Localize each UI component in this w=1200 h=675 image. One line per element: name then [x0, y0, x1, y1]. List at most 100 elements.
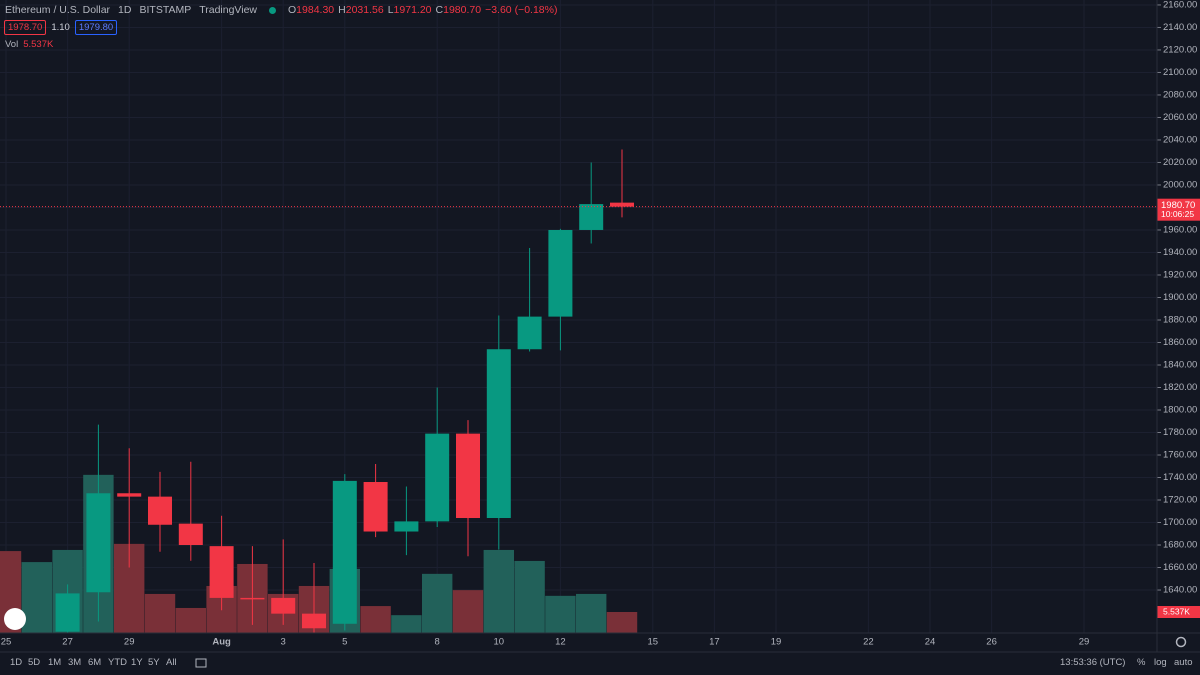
x-tick-label: 3: [281, 637, 286, 648]
y-tick-label: 2080.00: [1163, 89, 1197, 100]
y-tick-label: 2120.00: [1163, 44, 1197, 55]
auto-toggle[interactable]: auto: [1174, 657, 1193, 668]
symbol[interactable]: Ethereum / U.S. Dollar: [5, 4, 111, 16]
x-tick-label: 27: [62, 637, 73, 648]
status-dot: [269, 6, 276, 14]
x-tick-label: 26: [986, 637, 997, 648]
y-tick-label: 1940.00: [1163, 247, 1197, 258]
volume-bar: [545, 595, 576, 633]
y-tick-label: 1760.00: [1163, 450, 1197, 461]
legend-item: C1980.70: [436, 4, 482, 16]
candle-body: [178, 523, 203, 546]
header: Ethereum / U.S. Dollar 1D BITSTAMP Tradi…: [5, 4, 557, 16]
y-tick-label: 1660.00: [1163, 562, 1197, 573]
x-tick-label: 29: [124, 637, 135, 648]
interval[interactable]: 1D: [118, 4, 132, 16]
range-button[interactable]: 5Y: [148, 657, 160, 668]
y-tick-label: 2040.00: [1163, 134, 1197, 145]
spread: 1.10: [51, 22, 70, 33]
y-tick-label: 1860.00: [1163, 337, 1197, 348]
range-button[interactable]: 1D: [10, 657, 23, 668]
x-tick-label: 15: [648, 637, 659, 648]
y-tick-label: 1700.00: [1163, 517, 1197, 528]
logo: [4, 608, 26, 630]
volume-bar: [606, 612, 638, 633]
percent-toggle[interactable]: %: [1137, 657, 1146, 668]
plot: [0, 149, 638, 633]
y-tick-label: 1960.00: [1163, 224, 1197, 235]
exchange: BITSTAMP: [139, 4, 192, 16]
y-tick-label: 2020.00: [1163, 157, 1197, 168]
legend-value: 1971.20: [393, 4, 432, 16]
range-button[interactable]: 3M: [68, 657, 82, 668]
last-price-label: 1980.70: [1161, 200, 1195, 211]
candle-body: [394, 521, 419, 532]
range-button[interactable]: YTD: [108, 657, 127, 668]
candle-body: [548, 229, 573, 317]
y-tick-label: 2060.00: [1163, 112, 1197, 123]
y-tick-label: 2000.00: [1163, 179, 1197, 190]
range-button[interactable]: All: [166, 657, 177, 668]
y-tick-label: 1800.00: [1163, 405, 1197, 416]
candle-body: [332, 480, 357, 624]
x-tick-label: Aug: [212, 637, 231, 648]
legend-key: H: [338, 4, 346, 16]
range-button[interactable]: 6M: [88, 657, 102, 668]
candle-body: [86, 493, 111, 593]
range-button[interactable]: 1M: [48, 657, 62, 668]
volume-bar: [360, 606, 391, 633]
volume-legend: Vol 5.537K: [5, 39, 53, 50]
y-tick-label: 2100.00: [1163, 67, 1197, 78]
volume-bar: [144, 593, 176, 633]
candle-body: [148, 496, 172, 525]
legend-value: 1984.30: [296, 4, 335, 16]
legend-item: H2031.56: [338, 4, 384, 16]
candle-body: [517, 316, 542, 350]
y-tick-label: 1820.00: [1163, 382, 1197, 393]
x-tick-label: 10: [494, 637, 505, 648]
candle-body: [271, 597, 296, 614]
countdown: 10:06:25: [1161, 209, 1194, 219]
legend-key: O: [288, 4, 297, 16]
volume-bar: [21, 562, 52, 633]
candle-body: [425, 433, 450, 522]
candle-body: [55, 593, 80, 632]
bid[interactable]: 1978.70: [4, 20, 47, 35]
volume-key: Vol: [5, 39, 19, 50]
bid-ask: 1978.70 1.10 1979.80: [4, 20, 118, 35]
legend-item: L1971.20: [388, 4, 432, 16]
volume-tag-label: 5.537K: [1163, 606, 1190, 616]
volume-bar: [514, 560, 545, 633]
candle-body: [240, 597, 265, 600]
ohlc-legend: O1984.30 H2031.56 L1971.20 C1980.70: [288, 4, 481, 16]
ask[interactable]: 1979.80: [74, 20, 118, 35]
y-tick-label: 1900.00: [1163, 292, 1197, 303]
candle-body: [456, 433, 480, 519]
legend-item: O1984.30: [288, 4, 334, 16]
log-toggle[interactable]: log: [1154, 657, 1167, 668]
y-tick-label: 1680.00: [1163, 540, 1197, 551]
x-tick-label: 8: [435, 637, 440, 648]
range-button[interactable]: 5D: [28, 657, 41, 668]
volume-value: 5.537K: [23, 39, 54, 50]
range-button[interactable]: 1Y: [131, 657, 143, 668]
y-tick-label: 1780.00: [1163, 427, 1197, 438]
screenshot-icon: [195, 658, 207, 668]
candle-body: [209, 546, 234, 598]
y-tick-label: 2160.00: [1163, 0, 1197, 10]
candle-body: [302, 613, 326, 629]
source: TradingView: [199, 4, 257, 16]
x-tick-label: 17: [709, 637, 720, 648]
candle-body: [363, 482, 388, 532]
y-tick-label: 1720.00: [1163, 495, 1197, 506]
y-tick-label: 1880.00: [1163, 315, 1197, 326]
x-tick-label: 19: [771, 637, 782, 648]
x-tick-label: 22: [863, 637, 874, 648]
x-tick-label: 12: [555, 637, 566, 648]
y-tick-label: 1640.00: [1163, 585, 1197, 596]
legend-key: L: [387, 4, 394, 16]
last-price-tag: [1157, 198, 1200, 221]
y-tick-label: 1840.00: [1163, 360, 1197, 371]
volume-bar: [452, 590, 484, 633]
